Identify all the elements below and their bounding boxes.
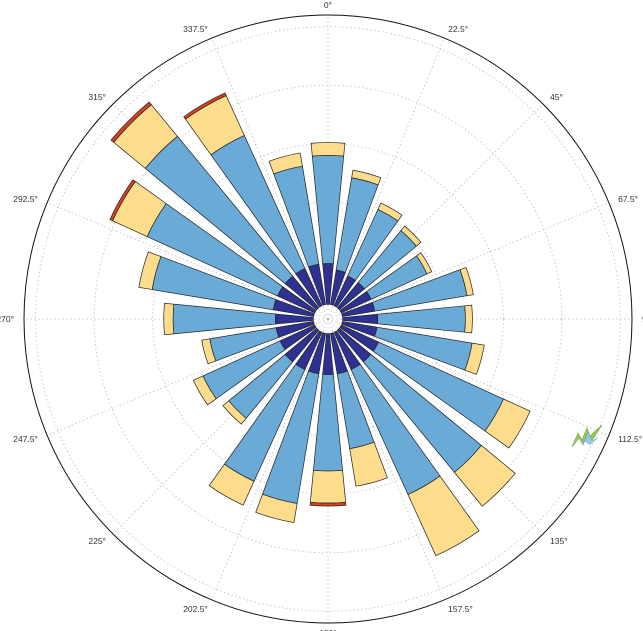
petal-15-band-3: [351, 169, 382, 186]
direction-label-15: 337.5°: [183, 24, 208, 34]
petal-180-band-3: [309, 469, 347, 504]
petal-0-band-3: [310, 142, 346, 157]
petal-270-band-3: [163, 302, 175, 336]
direction-label-13: 292.5°: [13, 194, 38, 204]
petal-0-band-2: [311, 154, 345, 265]
direction-label-12: 270°: [0, 314, 14, 324]
petal-330-band-4: [183, 92, 227, 120]
direction-label-11: 247.5°: [13, 434, 38, 444]
direction-label-3: 67.5°: [618, 194, 638, 204]
petal-45-band-3: [400, 225, 422, 247]
petal-240-band-3: [192, 375, 217, 406]
petal-135-band-3: [453, 444, 516, 507]
grid-spoke-2: [327, 103, 544, 320]
petal-60-band-3: [416, 252, 433, 275]
grid-spoke-1: [327, 37, 445, 320]
petal-180-band-2: [313, 373, 343, 472]
petal-255-band-3: [201, 338, 217, 365]
direction-label-10: 225°: [88, 536, 106, 546]
direction-label-9: 202.5°: [183, 604, 208, 614]
petal-150-band-3: [407, 475, 480, 557]
direction-label-6: 135°: [550, 536, 568, 546]
petal-315-band-4: [110, 101, 152, 143]
grid-spoke-3: [327, 202, 610, 320]
logo-icon: [571, 424, 603, 448]
grid-spoke-15: [211, 37, 329, 320]
petal-105-band-3: [464, 342, 485, 375]
direction-label-0: 0°: [324, 0, 332, 10]
petal-300-band-4: [109, 179, 136, 222]
grid-spoke-10: [112, 318, 329, 535]
petal-270-band-2: [172, 303, 277, 335]
grid-ring-4: [93, 84, 563, 554]
petal-165-band-3: [349, 441, 388, 487]
grid-spoke-13: [46, 202, 329, 320]
petal-285-band-3: [138, 251, 162, 290]
petal-90-band-3: [464, 304, 473, 334]
petal-195-band-3: [255, 493, 298, 523]
direction-label-8: 180°: [319, 628, 337, 631]
grid-ring-3: [152, 143, 504, 495]
grid-spoke-5: [327, 318, 610, 436]
petal-75-band-3: [459, 266, 474, 297]
direction-label-1: 22.5°: [448, 24, 468, 34]
grid-spoke-7: [327, 318, 445, 601]
wind-petals: [109, 92, 531, 557]
polar-grid: [23, 14, 633, 624]
grid-spoke-9: [211, 318, 329, 601]
direction-label-2: 45°: [550, 92, 563, 102]
direction-label-14: 315°: [88, 92, 106, 102]
petal-180-band-4: [309, 501, 347, 507]
petal-120-band-3: [484, 398, 531, 449]
direction-label-7: 157.5°: [448, 604, 473, 614]
direction-label-5: 112.5°: [618, 434, 642, 444]
outer-circle: [23, 14, 633, 624]
grid-spoke-11: [46, 318, 329, 436]
petal-210-band-3: [208, 463, 255, 506]
petal-345-band-3: [268, 152, 303, 175]
petal-30-band-3: [377, 202, 403, 222]
petal-225-band-3: [222, 400, 247, 425]
petal-90-band-2: [377, 305, 466, 333]
